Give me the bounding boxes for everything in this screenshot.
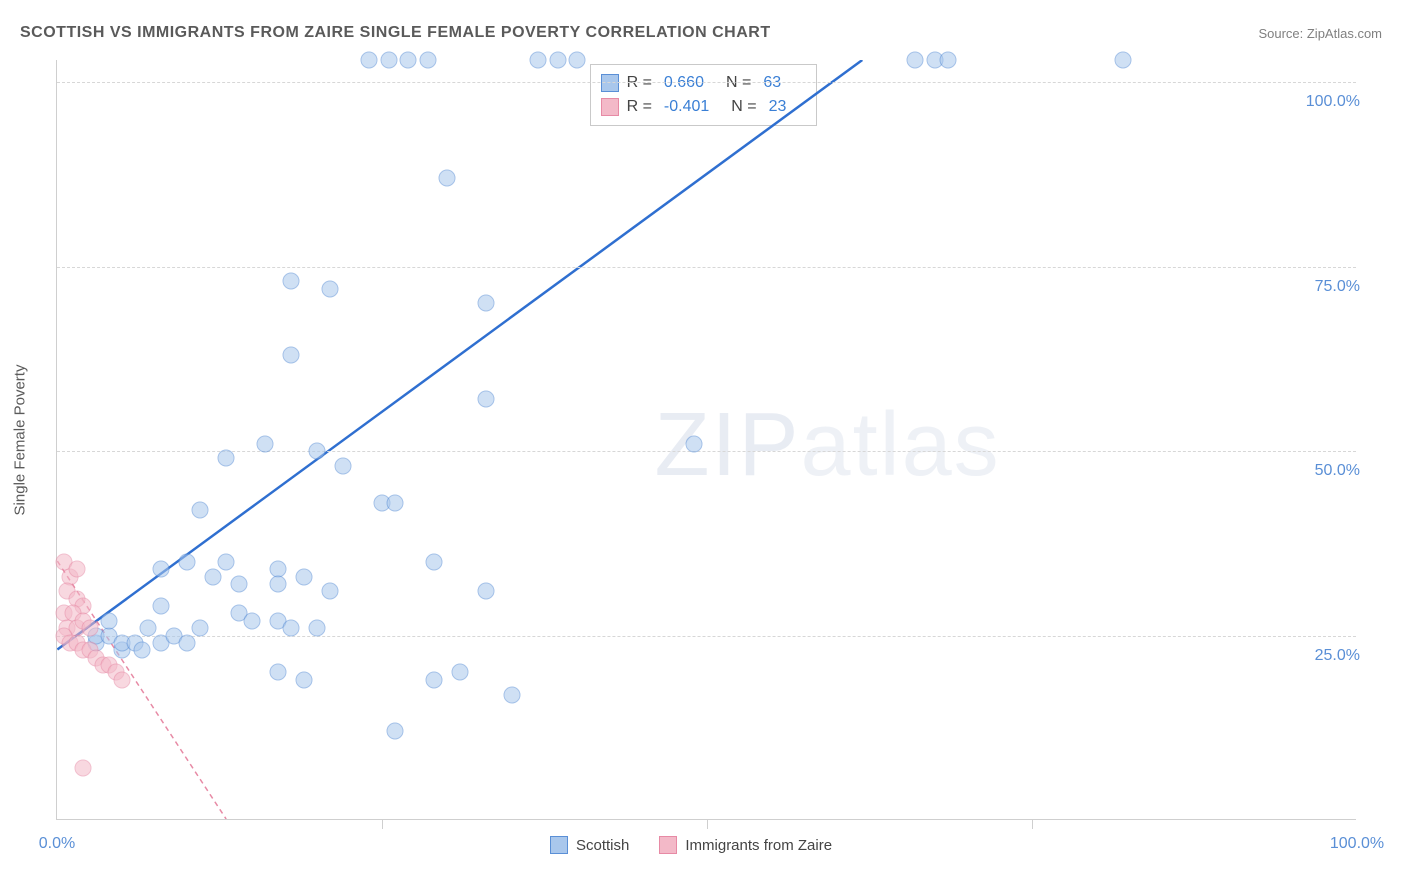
data-point (218, 450, 235, 467)
data-point (140, 620, 157, 637)
legend-item-2: Immigrants from Zaire (659, 836, 832, 854)
data-point (380, 52, 397, 69)
chart-title: SCOTTISH VS IMMIGRANTS FROM ZAIRE SINGLE… (20, 24, 771, 42)
data-point (478, 295, 495, 312)
data-point (192, 620, 209, 637)
data-point (270, 664, 287, 681)
y-tick-label: 100.0% (1280, 93, 1360, 111)
legend: Scottish Immigrants from Zaire (550, 836, 832, 854)
data-point (296, 671, 313, 688)
legend-swatch-1 (550, 836, 568, 854)
x-minor-tick (1032, 819, 1033, 829)
data-point (309, 620, 326, 637)
x-tick-label: 100.0% (1330, 835, 1384, 853)
data-point (322, 280, 339, 297)
data-point (322, 583, 339, 600)
x-minor-tick (707, 819, 708, 829)
stats-row-2: R = -0.401 N = 23 (601, 95, 801, 119)
data-point (153, 598, 170, 615)
watermark: ZIPatlas (655, 394, 1001, 497)
data-point (686, 435, 703, 452)
data-point (205, 568, 222, 585)
data-point (192, 502, 209, 519)
gridline-h (57, 267, 1356, 268)
stat-n-label-2: N = (731, 95, 756, 119)
data-point (400, 52, 417, 69)
data-point (549, 52, 566, 69)
data-point (283, 273, 300, 290)
data-point (439, 170, 456, 187)
watermark-bold: ZIP (655, 395, 801, 495)
data-point (75, 760, 92, 777)
data-point (257, 435, 274, 452)
data-point (387, 723, 404, 740)
data-point (387, 494, 404, 511)
y-axis-label: Single Female Poverty (12, 365, 29, 516)
legend-label-1: Scottish (576, 837, 629, 854)
x-minor-tick (382, 819, 383, 829)
trend-lines-svg (57, 60, 1356, 819)
data-point (101, 612, 118, 629)
stat-r-label-2: R = (627, 95, 652, 119)
data-point (530, 52, 547, 69)
data-point (478, 391, 495, 408)
stat-n-value-2: 23 (769, 95, 787, 119)
y-tick-label: 75.0% (1280, 278, 1360, 296)
data-point (426, 671, 443, 688)
legend-item-1: Scottish (550, 836, 629, 854)
data-point (939, 52, 956, 69)
data-point (231, 575, 248, 592)
data-point (283, 620, 300, 637)
data-point (114, 671, 131, 688)
gridline-h (57, 82, 1356, 83)
data-point (309, 443, 326, 460)
data-point (569, 52, 586, 69)
gridline-h (57, 451, 1356, 452)
plot-area: Single Female Poverty ZIPatlas R = 0.660… (56, 60, 1356, 820)
data-point (218, 553, 235, 570)
data-point (907, 52, 924, 69)
watermark-thin: atlas (801, 395, 1001, 495)
data-point (452, 664, 469, 681)
y-tick-label: 25.0% (1280, 647, 1360, 665)
data-point (361, 52, 378, 69)
data-point (426, 553, 443, 570)
legend-swatch-2 (659, 836, 677, 854)
data-point (1115, 52, 1132, 69)
data-point (296, 568, 313, 585)
data-point (244, 612, 261, 629)
data-point (179, 634, 196, 651)
data-point (153, 561, 170, 578)
data-point (335, 457, 352, 474)
data-point (133, 642, 150, 659)
stats-box: R = 0.660 N = 63 R = -0.401 N = 23 (590, 64, 818, 126)
stat-r-value-2: -0.401 (664, 95, 709, 119)
data-point (478, 583, 495, 600)
data-point (419, 52, 436, 69)
data-point (179, 553, 196, 570)
swatch-series-2 (601, 98, 619, 116)
data-point (504, 686, 521, 703)
gridline-h (57, 636, 1356, 637)
data-point (283, 347, 300, 364)
x-tick-label: 0.0% (39, 835, 75, 853)
data-point (81, 620, 98, 637)
plot-inner: ZIPatlas R = 0.660 N = 63 R = -0.401 N =… (56, 60, 1356, 820)
legend-label-2: Immigrants from Zaire (685, 837, 832, 854)
source-attribution: Source: ZipAtlas.com (1258, 26, 1382, 41)
data-point (68, 561, 85, 578)
y-tick-label: 50.0% (1280, 462, 1360, 480)
data-point (270, 575, 287, 592)
